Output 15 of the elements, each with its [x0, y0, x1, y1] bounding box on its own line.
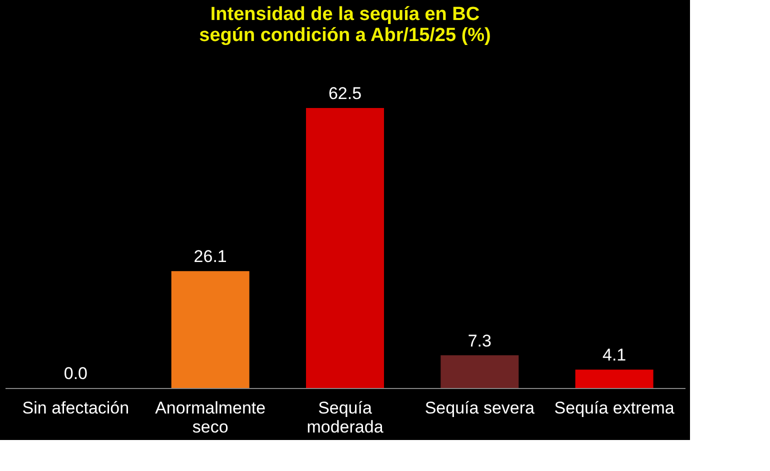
data-label: 4.1	[602, 346, 626, 365]
bar	[306, 108, 384, 388]
data-label: 62.5	[328, 84, 362, 103]
bar	[575, 370, 654, 388]
x-tick-label: Anormalmente seco	[155, 398, 266, 436]
bar	[171, 271, 250, 388]
data-label: 0.0	[64, 364, 88, 383]
data-label: 26.1	[194, 247, 227, 266]
bar	[440, 355, 519, 388]
x-tick-label: Sequía extrema	[554, 398, 675, 418]
x-tick-label: Sequía severa	[424, 398, 536, 418]
data-label: 7.3	[468, 331, 492, 350]
x-tick-label: Sin afectación	[22, 398, 130, 418]
chart-title: Intensidad de la sequía en BC según condición a Abr/15/25 (%)	[199, 4, 491, 46]
x-tick-label: Sequía moderada	[306, 398, 384, 436]
